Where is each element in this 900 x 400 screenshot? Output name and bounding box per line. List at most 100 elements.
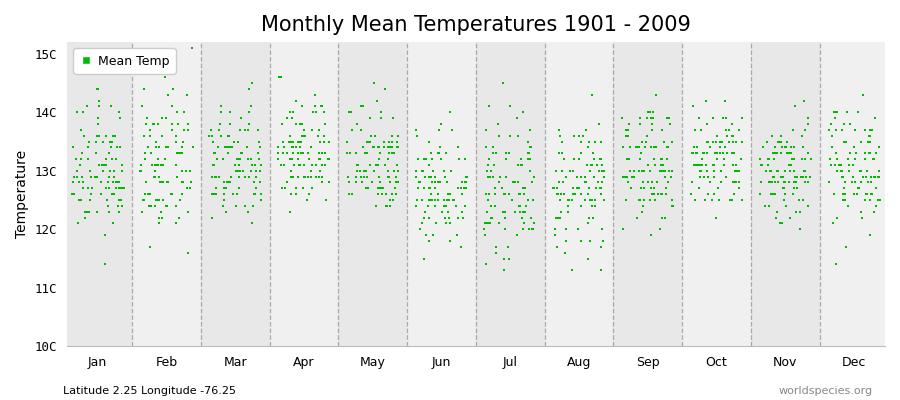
Point [774,138,788,145]
Point [520,156,535,162]
Point [525,226,539,232]
Point [111,179,125,186]
Point [585,92,599,98]
Point [620,156,634,162]
Point [104,103,118,110]
Point [245,162,259,168]
Point [93,103,107,110]
Point [373,150,387,156]
Point [498,191,512,197]
Point [567,156,581,162]
Point [633,197,647,203]
Point [693,162,707,168]
Point [583,197,598,203]
Point [597,168,611,174]
Point [248,162,262,168]
Point [168,132,183,139]
Point [319,197,333,203]
Point [824,162,838,168]
Point [574,174,589,180]
Point [139,121,153,127]
Point [240,144,255,150]
Point [796,197,810,203]
Point [830,214,844,221]
Point [664,174,679,180]
Point [169,162,184,168]
Point [582,168,597,174]
Point [867,156,881,162]
Point [228,162,242,168]
Point [572,185,586,192]
Point [723,197,737,203]
Point [216,185,230,192]
Point [181,127,195,133]
Point [82,208,96,215]
Point [755,162,770,168]
Point [218,144,232,150]
Point [636,168,651,174]
Point [626,174,641,180]
Point [435,208,449,215]
Point [647,191,662,197]
Point [80,208,94,215]
Point [160,179,175,186]
Point [150,197,165,203]
Point [479,191,493,197]
Point [232,174,247,180]
Point [107,174,122,180]
Point [841,156,855,162]
Point [114,168,129,174]
Point [370,185,384,192]
Point [526,197,540,203]
Point [206,162,220,168]
Point [274,121,289,127]
Point [659,191,673,197]
Point [862,127,877,133]
Point [81,144,95,150]
Point [732,185,746,192]
Point [580,255,595,262]
Point [222,121,237,127]
Point [481,168,495,174]
Point [152,214,166,221]
Point [422,197,436,203]
Point [350,162,365,168]
Point [861,132,876,139]
Point [657,138,671,145]
Point [105,220,120,227]
Point [514,156,528,162]
Point [486,174,500,180]
Point [522,150,536,156]
Point [373,179,387,186]
Point [664,138,679,145]
Point [443,220,457,227]
Point [492,174,507,180]
Point [317,138,331,145]
Point [144,162,158,168]
Point [865,156,879,162]
Point [499,156,513,162]
Point [798,156,813,162]
Point [518,220,532,227]
Point [440,208,454,215]
Point [772,138,787,145]
Point [175,179,189,186]
Point [77,208,92,215]
Point [181,250,195,256]
Point [233,156,248,162]
Point [726,138,741,145]
Point [112,208,127,215]
Point [596,238,610,244]
Point [343,109,357,116]
Point [103,174,117,180]
Point [151,156,166,162]
Point [620,127,634,133]
Point [421,185,436,192]
Point [626,168,641,174]
Point [778,168,792,174]
Point [219,185,233,192]
Point [753,179,768,186]
Point [761,179,776,186]
Point [579,179,593,186]
Point [210,174,224,180]
